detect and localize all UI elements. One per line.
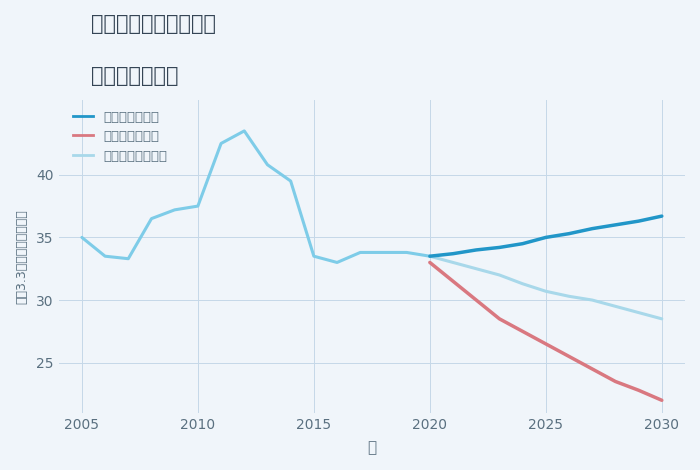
Y-axis label: 坪（3.3㎡）単価（万円）: 坪（3.3㎡）単価（万円） xyxy=(15,209,28,304)
Legend: グッドシナリオ, バッドシナリオ, ノーマルシナリオ: グッドシナリオ, バッドシナリオ, ノーマルシナリオ xyxy=(68,105,172,168)
Text: 土地の価格推移: 土地の価格推移 xyxy=(91,66,178,86)
X-axis label: 年: 年 xyxy=(368,440,377,455)
Text: 千葉県成田市稲荷山の: 千葉県成田市稲荷山の xyxy=(91,14,216,34)
